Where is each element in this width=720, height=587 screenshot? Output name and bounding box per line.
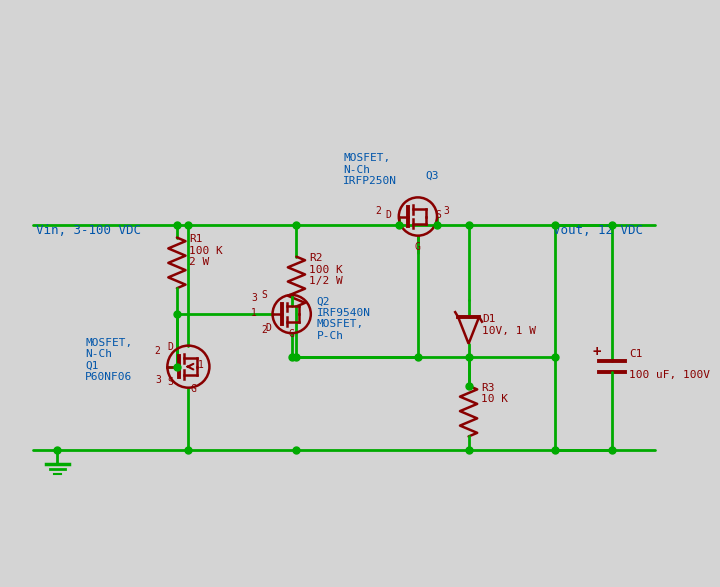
Text: MOSFET,: MOSFET, [343,153,390,163]
Text: 2: 2 [154,346,160,356]
Text: 1: 1 [198,360,204,370]
Text: S: S [261,290,267,300]
Text: G: G [190,384,196,394]
Text: 2: 2 [375,205,381,215]
Text: IRF9540N: IRF9540N [317,308,371,318]
Text: P60NF06: P60NF06 [85,372,132,382]
Text: P-Ch: P-Ch [317,331,343,341]
Text: G: G [289,329,294,339]
Text: 10V, 1 W: 10V, 1 W [482,326,536,336]
Text: D: D [265,323,271,333]
Text: 2: 2 [261,325,267,335]
Text: 1/2 W: 1/2 W [309,276,343,286]
Text: D1: D1 [482,313,495,323]
Text: N-Ch: N-Ch [343,164,370,174]
Text: 3: 3 [444,205,449,215]
Text: N-Ch: N-Ch [85,349,112,359]
Text: MOSFET,: MOSFET, [317,319,364,329]
Text: S: S [167,377,174,387]
Text: Q1: Q1 [85,360,99,370]
Text: 100 K: 100 K [309,265,343,275]
Text: 2 W: 2 W [189,257,210,267]
Text: 3: 3 [251,293,257,303]
Text: D: D [385,210,391,221]
Text: S: S [435,210,441,221]
Text: G: G [414,242,420,252]
Text: +: + [593,345,601,359]
Text: IRFP250N: IRFP250N [343,176,397,186]
Text: 10 K: 10 K [481,394,508,404]
Text: D: D [167,342,174,352]
Text: 100 K: 100 K [189,246,223,256]
Text: 3: 3 [155,375,161,385]
Text: Vin, 3-100 VDC: Vin, 3-100 VDC [36,224,141,237]
Text: 1: 1 [251,308,256,318]
Text: Q2: Q2 [317,296,330,306]
Text: Q3: Q3 [426,170,439,180]
Text: Vout, 12 VDC: Vout, 12 VDC [553,224,643,237]
Text: C1: C1 [629,349,643,359]
Text: R1: R1 [189,234,203,244]
Text: R3: R3 [481,383,495,393]
Text: MOSFET,: MOSFET, [85,338,132,348]
Text: R2: R2 [309,254,323,264]
Text: 100 uF, 100V: 100 uF, 100V [629,370,710,380]
